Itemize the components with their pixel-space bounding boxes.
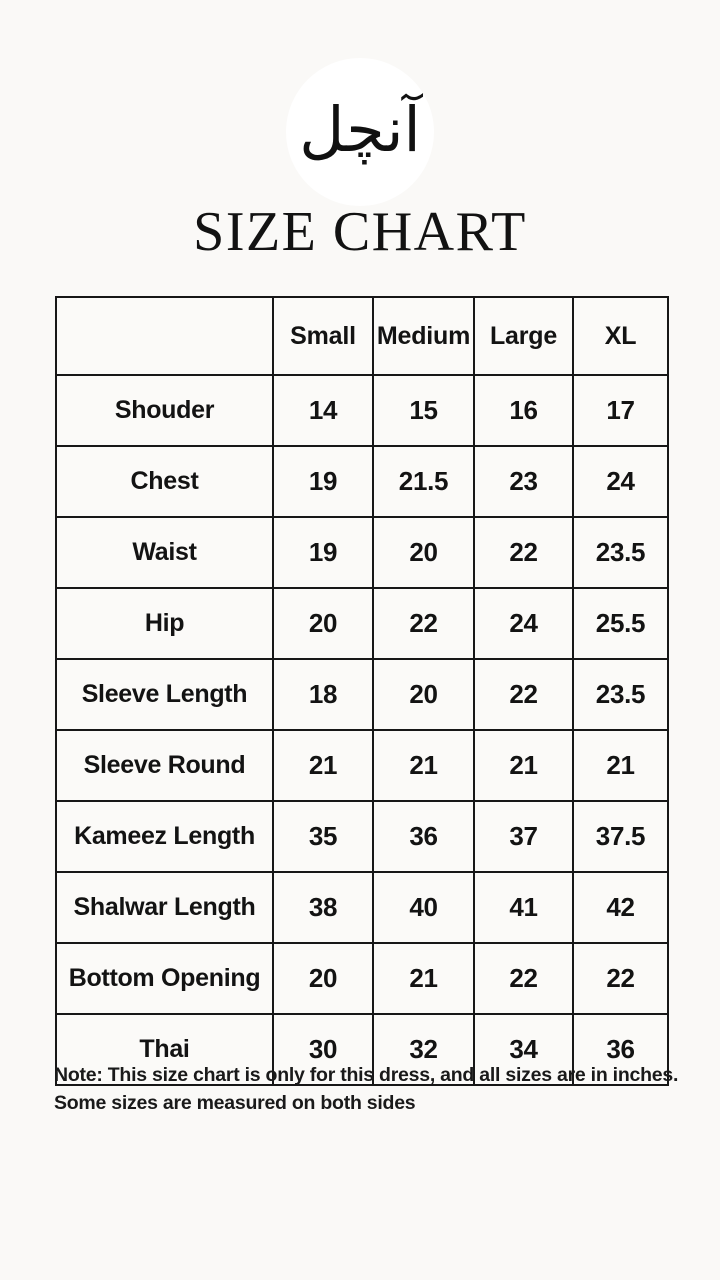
cell-value: 23.5 (572, 658, 669, 731)
row-label: Kameez Length (55, 800, 274, 873)
table-row: Chest 19 21.5 23 24 (55, 445, 669, 518)
size-chart-note: Note: This size chart is only for this d… (54, 1062, 694, 1117)
cell-value: 21 (272, 729, 374, 802)
column-header-medium: Medium (372, 296, 475, 376)
cell-value: 37 (473, 800, 574, 873)
cell-value: 24 (572, 445, 669, 518)
column-header-measurement (55, 296, 274, 376)
table-row: Shalwar Length 38 40 41 42 (55, 871, 669, 944)
table-row: Hip 20 22 24 25.5 (55, 587, 669, 660)
cell-value: 21.5 (372, 445, 475, 518)
cell-value: 42 (572, 871, 669, 944)
cell-value: 20 (272, 587, 374, 660)
cell-value: 23 (473, 445, 574, 518)
cell-value: 19 (272, 516, 374, 589)
table-row: Thai 30 32 34 36 (55, 1013, 669, 1086)
table-row: Kameez Length 35 36 37 37.5 (55, 800, 669, 873)
brand-logo: آنچل (0, 58, 720, 206)
cell-value: 36 (572, 1013, 669, 1086)
cell-value: 40 (372, 871, 475, 944)
brand-calligraphy-icon: آنچل (299, 93, 422, 166)
column-header-small: Small (272, 296, 374, 376)
cell-value: 18 (272, 658, 374, 731)
cell-value: 19 (272, 445, 374, 518)
cell-value: 38 (272, 871, 374, 944)
cell-value: 30 (272, 1013, 374, 1086)
cell-value: 22 (473, 942, 574, 1015)
table-header-row: Small Medium Large XL (55, 296, 669, 376)
cell-value: 21 (572, 729, 669, 802)
cell-value: 41 (473, 871, 574, 944)
row-label: Shouder (55, 374, 274, 447)
cell-value: 34 (473, 1013, 574, 1086)
row-label: Shalwar Length (55, 871, 274, 944)
brand-logo-badge: آنچل (286, 58, 434, 206)
cell-value: 20 (372, 516, 475, 589)
row-label: Thai (55, 1013, 274, 1086)
note-line-2: Some sizes are measured on both sides (54, 1091, 416, 1114)
page-title: SIZE CHART (193, 201, 527, 263)
cell-value: 20 (272, 942, 374, 1015)
note-line-1: Note: This size chart is only for this d… (54, 1064, 679, 1086)
cell-value: 16 (473, 374, 574, 447)
table-row: Sleeve Round 21 21 21 21 (55, 729, 669, 802)
row-label: Hip (55, 587, 274, 660)
cell-value: 17 (572, 374, 669, 447)
size-chart-table: Small Medium Large XL Shouder 14 15 16 1… (55, 296, 669, 1086)
row-label: Sleeve Round (55, 729, 274, 802)
cell-value: 35 (272, 800, 374, 873)
cell-value: 36 (372, 800, 475, 873)
column-header-large: Large (473, 296, 574, 376)
cell-value: 21 (372, 729, 475, 802)
cell-value: 23.5 (572, 516, 669, 589)
cell-value: 25.5 (572, 587, 669, 660)
cell-value: 37.5 (572, 800, 669, 873)
cell-value: 22 (473, 516, 574, 589)
row-label: Waist (55, 516, 274, 589)
cell-value: 22 (372, 587, 475, 660)
cell-value: 22 (473, 658, 574, 731)
cell-value: 21 (372, 942, 475, 1015)
cell-value: 20 (372, 658, 475, 731)
table-row: Waist 19 20 22 23.5 (55, 516, 669, 589)
cell-value: 32 (372, 1013, 475, 1086)
cell-value: 22 (572, 942, 669, 1015)
cell-value: 14 (272, 374, 374, 447)
row-label: Bottom Opening (55, 942, 274, 1015)
row-label: Sleeve Length (55, 658, 274, 731)
table-row: Shouder 14 15 16 17 (55, 374, 669, 447)
cell-value: 21 (473, 729, 574, 802)
size-chart-table-container: Small Medium Large XL Shouder 14 15 16 1… (55, 296, 669, 1086)
cell-value: 24 (473, 587, 574, 660)
column-header-xl: XL (572, 296, 669, 376)
row-label: Chest (55, 445, 274, 518)
cell-value: 15 (372, 374, 475, 447)
table-row: Sleeve Length 18 20 22 23.5 (55, 658, 669, 731)
table-row: Bottom Opening 20 21 22 22 (55, 942, 669, 1015)
